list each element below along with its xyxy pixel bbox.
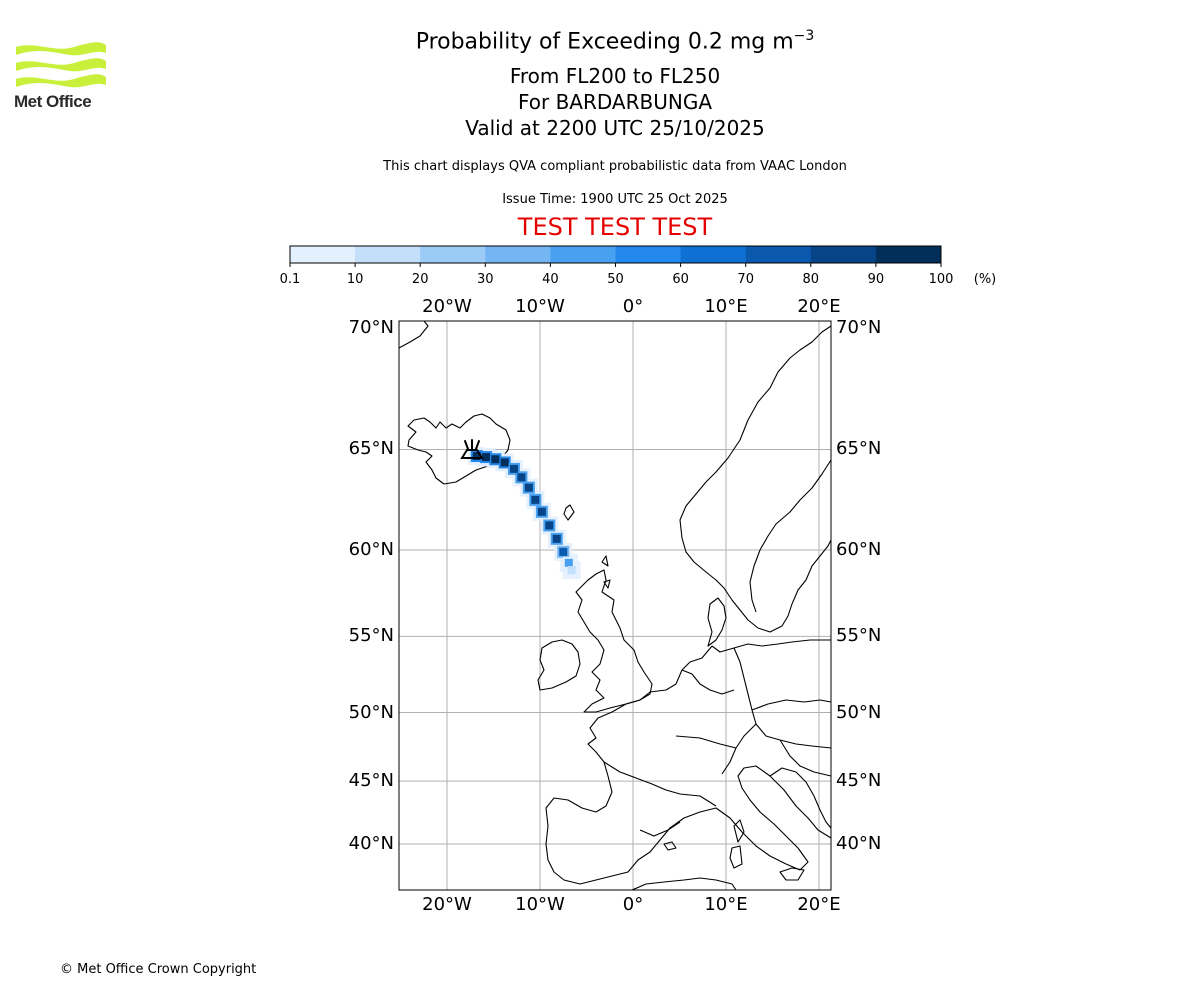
flight-level-range: From FL200 to FL250 xyxy=(509,64,721,88)
colorbar-swatch xyxy=(615,246,682,263)
svg-text:45°N: 45°N xyxy=(836,770,881,791)
colorbar-tick-label: 60 xyxy=(672,272,689,287)
latitude-labels-right: 70°N 65°N 60°N 55°N 50°N 45°N 40°N xyxy=(836,317,881,854)
svg-text:65°N: 65°N xyxy=(349,438,394,459)
chart-title: Probability of Exceeding 0.2 mg m−3 xyxy=(415,28,815,55)
colorbar-tick-label: 90 xyxy=(868,272,885,287)
svg-text:65°N: 65°N xyxy=(836,438,881,459)
plume-cell xyxy=(545,521,554,530)
colorbar-swatch xyxy=(485,246,551,263)
svg-text:40°N: 40°N xyxy=(836,833,881,854)
plume-cell xyxy=(552,534,561,543)
svg-text:10°E: 10°E xyxy=(704,894,747,915)
plume-cell xyxy=(472,452,481,461)
svg-text:10°W: 10°W xyxy=(515,894,565,915)
issue-time: Issue Time: 1900 UTC 25 Oct 2025 xyxy=(502,192,728,207)
svg-text:20°E: 20°E xyxy=(797,894,840,915)
plume-cell xyxy=(537,507,546,516)
svg-text:50°N: 50°N xyxy=(349,702,394,723)
plume-cell xyxy=(482,453,491,462)
colorbar-swatch xyxy=(290,246,356,263)
svg-text:50°N: 50°N xyxy=(836,702,881,723)
svg-text:60°N: 60°N xyxy=(836,539,881,560)
colorbar-tick-label: 80 xyxy=(803,272,820,287)
svg-text:20°W: 20°W xyxy=(422,894,472,915)
colorbar-tick-label: 30 xyxy=(477,272,494,287)
colorbar-tick-label: 50 xyxy=(607,272,624,287)
colorbar-swatch xyxy=(550,246,616,263)
svg-text:55°N: 55°N xyxy=(836,625,881,646)
plume-cell xyxy=(559,547,568,556)
colorbar-unit: (%) xyxy=(974,272,997,287)
coastlines xyxy=(398,320,832,891)
svg-text:70°N: 70°N xyxy=(836,317,881,338)
logo-text: Met Office xyxy=(14,92,92,111)
colorbar-tick-label: 40 xyxy=(542,272,559,287)
svg-text:70°N: 70°N xyxy=(349,317,394,338)
plume-cell xyxy=(567,566,576,575)
svg-text:0°: 0° xyxy=(623,894,643,915)
colorbar-swatch xyxy=(745,246,812,263)
latitude-labels-left: 70°N 65°N 60°N 55°N 50°N 45°N 40°N xyxy=(349,317,394,854)
svg-text:10°E: 10°E xyxy=(704,296,747,317)
colorbar-tick-label: 20 xyxy=(412,272,429,287)
probability-plume xyxy=(467,447,581,580)
svg-text:45°N: 45°N xyxy=(349,770,394,791)
svg-text:20°E: 20°E xyxy=(797,296,840,317)
svg-text:55°N: 55°N xyxy=(349,625,394,646)
plume-cell xyxy=(509,464,518,473)
valid-time: Valid at 2200 UTC 25/10/2025 xyxy=(465,116,765,140)
svg-text:20°W: 20°W xyxy=(422,296,472,317)
data-source-note: This chart displays QVA compliant probab… xyxy=(383,159,847,174)
plume-cell xyxy=(500,458,509,467)
longitude-labels-top: 20°W 10°W 0° 10°E 20°E xyxy=(422,296,840,317)
svg-text:40°N: 40°N xyxy=(349,833,394,854)
colorbar-swatch xyxy=(680,246,747,263)
test-banner: TEST TEST TEST xyxy=(517,213,713,241)
plume-cell xyxy=(517,473,526,482)
svg-text:0°: 0° xyxy=(623,296,643,317)
colorbar-swatch xyxy=(810,246,877,263)
svg-text:60°N: 60°N xyxy=(349,539,394,560)
colorbar-tick-label: 100 xyxy=(929,272,954,287)
colorbar-tick-label: 10 xyxy=(347,272,364,287)
colorbar-tick-label: 0.1 xyxy=(280,272,301,287)
copyright: © Met Office Crown Copyright xyxy=(60,962,257,977)
met-office-logo xyxy=(16,42,106,88)
longitude-labels-bottom: 20°W 10°W 0° 10°E 20°E xyxy=(422,894,840,915)
colorbar-swatch xyxy=(875,246,942,263)
plume-cell xyxy=(491,455,500,464)
colorbar-swatch xyxy=(420,246,486,263)
plume-cell xyxy=(531,495,540,504)
plume-cell xyxy=(564,558,573,567)
volcano-name: For BARDARBUNGA xyxy=(517,90,713,114)
colorbar: 0.1 10 20 30 40 50 60 70 80 90 100 (%) xyxy=(280,245,997,287)
volcano-icon xyxy=(460,439,484,459)
map-area xyxy=(398,320,832,891)
colorbar-swatch xyxy=(355,246,421,263)
svg-text:10°W: 10°W xyxy=(515,296,565,317)
colorbar-tick-label: 70 xyxy=(737,272,754,287)
plume-cell xyxy=(524,483,533,492)
